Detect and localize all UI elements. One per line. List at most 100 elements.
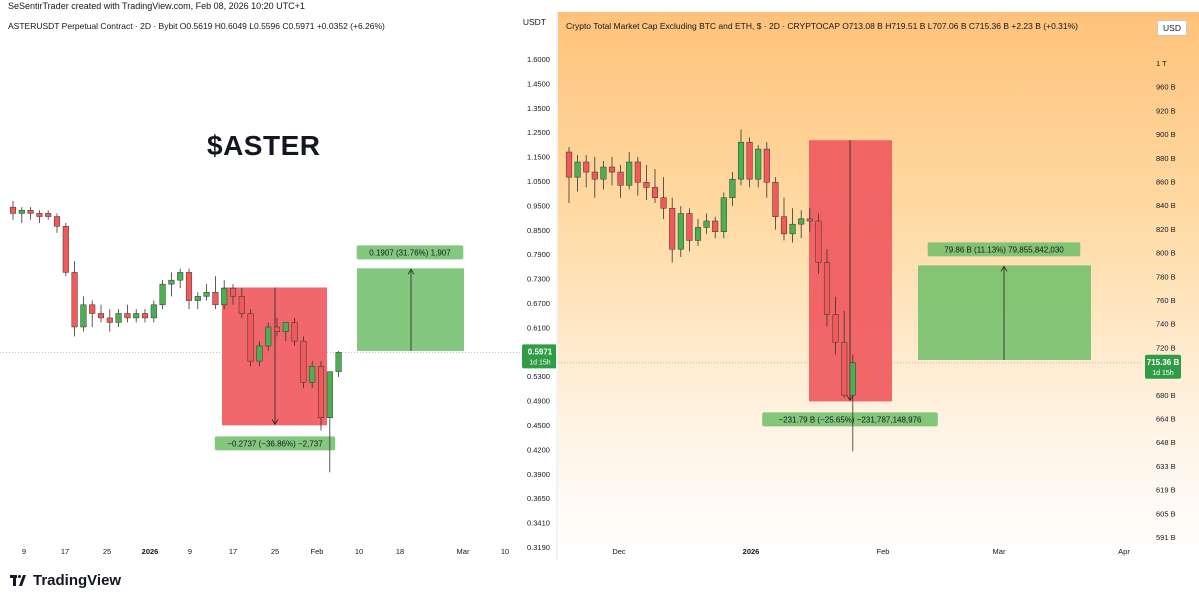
candle[interactable] bbox=[150, 304, 157, 319]
currency-button[interactable]: USD bbox=[1157, 20, 1187, 36]
candle[interactable] bbox=[651, 187, 659, 198]
candle[interactable] bbox=[841, 341, 848, 396]
candle[interactable] bbox=[677, 213, 684, 250]
candle[interactable] bbox=[115, 313, 122, 323]
candle[interactable] bbox=[71, 272, 78, 328]
candle[interactable] bbox=[309, 366, 316, 383]
candle[interactable] bbox=[317, 366, 325, 418]
candle[interactable] bbox=[212, 291, 219, 306]
candle[interactable] bbox=[669, 207, 676, 250]
candle[interactable] bbox=[660, 197, 667, 209]
candle[interactable] bbox=[583, 161, 590, 173]
candle[interactable] bbox=[133, 313, 140, 319]
candle[interactable] bbox=[247, 313, 254, 362]
candle[interactable] bbox=[89, 304, 96, 314]
candle[interactable] bbox=[574, 161, 581, 178]
candle[interactable] bbox=[694, 227, 702, 241]
candle[interactable] bbox=[106, 317, 113, 323]
down-measure-box[interactable] bbox=[222, 287, 327, 426]
y-tick-label: 0.9500 bbox=[527, 201, 550, 210]
tradingview-logo[interactable]: TradingView bbox=[10, 572, 121, 589]
candle[interactable] bbox=[823, 262, 831, 315]
candle[interactable] bbox=[203, 291, 210, 297]
candle[interactable] bbox=[626, 161, 633, 186]
candle[interactable] bbox=[746, 141, 753, 180]
last-price-tag-box bbox=[522, 344, 556, 369]
aster-chart-svg[interactable]: 1.6000 1.4500 1.3500 1.2500 1.1500 1.0500 0.95… bbox=[0, 12, 556, 560]
x-tick-label: 17 bbox=[61, 547, 69, 556]
up-measure-box[interactable] bbox=[918, 265, 1091, 360]
candle[interactable] bbox=[729, 178, 736, 198]
up-measure-label: 0.1907 (31.76%) 1,907 bbox=[369, 248, 451, 257]
panel-separator[interactable] bbox=[556, 12, 558, 560]
candle[interactable] bbox=[617, 171, 624, 186]
candle[interactable] bbox=[755, 148, 762, 180]
altcap-chart-legend: Crypto Total Market Cap Excluding BTC an… bbox=[566, 21, 1079, 31]
candle[interactable] bbox=[265, 326, 272, 347]
aster-chart-legend: ASTERUSDT Perpetual Contract · 2D · Bybi… bbox=[8, 21, 385, 31]
y-tick-label: 0.4500 bbox=[527, 421, 550, 430]
x-tick-label: Feb bbox=[311, 547, 324, 556]
up-measure-box[interactable] bbox=[357, 268, 464, 351]
candle[interactable] bbox=[300, 340, 307, 383]
candle[interactable] bbox=[737, 141, 745, 180]
x-tick-label: Apr bbox=[1118, 547, 1130, 556]
candle[interactable] bbox=[832, 314, 839, 343]
candle[interactable] bbox=[80, 304, 87, 328]
candle[interactable] bbox=[591, 171, 598, 180]
candle[interactable] bbox=[712, 220, 719, 232]
candle[interactable] bbox=[720, 197, 727, 232]
y-tick-label: 760 B bbox=[1156, 296, 1176, 305]
candle[interactable] bbox=[273, 326, 281, 332]
candle[interactable] bbox=[124, 313, 131, 319]
candle[interactable] bbox=[291, 322, 298, 342]
down-arrow-head bbox=[846, 395, 854, 402]
candle[interactable] bbox=[168, 279, 175, 285]
candle[interactable] bbox=[763, 148, 770, 183]
down-measure-box[interactable] bbox=[809, 140, 892, 402]
candle[interactable] bbox=[256, 345, 263, 362]
candle[interactable] bbox=[18, 210, 25, 214]
candle[interactable] bbox=[62, 226, 69, 273]
y-tick-label: 880 B bbox=[1156, 154, 1176, 163]
candle[interactable] bbox=[806, 218, 813, 222]
candle[interactable] bbox=[97, 313, 105, 319]
candle[interactable] bbox=[36, 213, 43, 217]
altcap-chart-panel[interactable]: 1 T 960 B 920 B 900 B 880 B 860 B 840 B 820 B 80… bbox=[558, 12, 1199, 560]
candle[interactable] bbox=[238, 296, 245, 314]
candle[interactable] bbox=[798, 218, 805, 225]
candle[interactable] bbox=[229, 287, 237, 297]
y-tick-label: 0.3190 bbox=[527, 543, 550, 552]
candle[interactable] bbox=[565, 151, 573, 178]
candle[interactable] bbox=[194, 296, 201, 301]
candle[interactable] bbox=[643, 181, 650, 188]
candle[interactable] bbox=[177, 272, 184, 281]
candle[interactable] bbox=[282, 322, 289, 332]
candle[interactable] bbox=[634, 161, 641, 183]
candle[interactable] bbox=[686, 213, 693, 241]
candle[interactable] bbox=[53, 216, 61, 227]
candle[interactable] bbox=[772, 181, 779, 217]
aster-chart-panel[interactable]: 1.6000 1.4500 1.3500 1.2500 1.1500 1.0500 0.95… bbox=[0, 12, 556, 560]
candle[interactable] bbox=[9, 206, 17, 214]
candle[interactable] bbox=[335, 352, 342, 372]
candle[interactable] bbox=[815, 220, 822, 263]
x-tick-label: 25 bbox=[103, 547, 111, 556]
candle[interactable] bbox=[221, 287, 228, 306]
candle[interactable] bbox=[159, 283, 166, 306]
candle[interactable] bbox=[780, 216, 788, 235]
altcap-chart-svg[interactable]: 1 T 960 B 920 B 900 B 880 B 860 B 840 B 820 B 80… bbox=[558, 12, 1199, 560]
candle[interactable] bbox=[703, 220, 710, 228]
candle[interactable] bbox=[45, 213, 52, 217]
candle[interactable] bbox=[600, 166, 607, 180]
candle[interactable] bbox=[326, 371, 333, 418]
candle[interactable] bbox=[849, 362, 856, 396]
candle[interactable] bbox=[185, 272, 193, 301]
x-tick-label: Mar bbox=[993, 547, 1006, 556]
candle[interactable] bbox=[141, 313, 149, 319]
y-tick-label: 648 B bbox=[1156, 438, 1176, 447]
candle[interactable] bbox=[789, 223, 796, 235]
last-price-tag-box bbox=[1145, 354, 1181, 379]
candle[interactable] bbox=[27, 210, 34, 214]
candle[interactable] bbox=[608, 166, 616, 173]
